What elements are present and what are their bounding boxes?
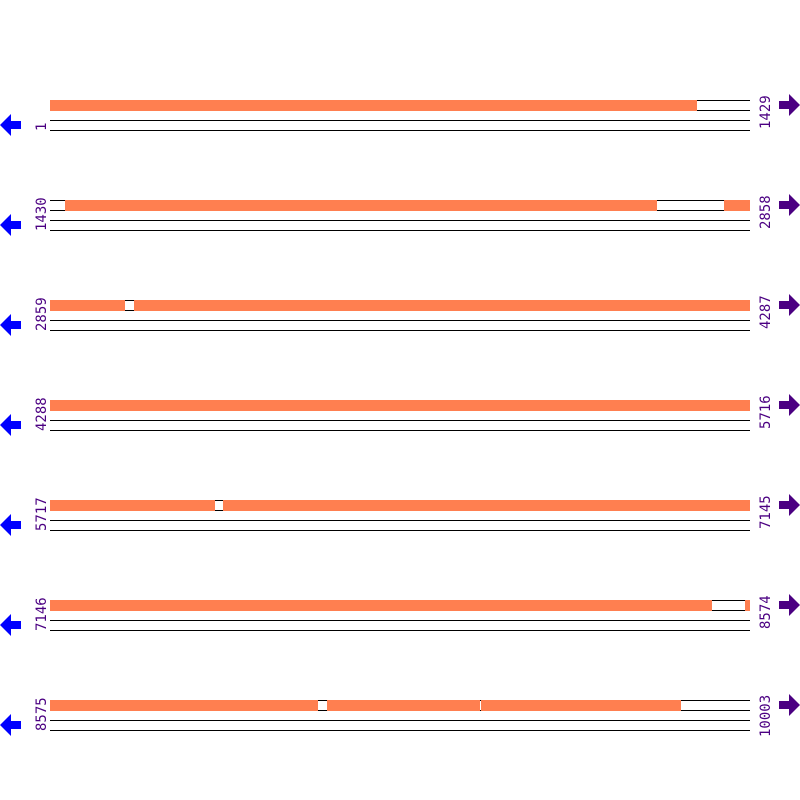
track-line bbox=[50, 130, 750, 131]
arrow-right-icon[interactable] bbox=[779, 194, 800, 216]
row-end-label: 2858 bbox=[758, 195, 774, 229]
row-end-label: 1429 bbox=[758, 95, 774, 129]
arrow-left-icon[interactable] bbox=[0, 614, 22, 636]
row-end-label: 10003 bbox=[758, 695, 774, 738]
sequence-row: 2859 4287 bbox=[0, 295, 800, 340]
track-line bbox=[50, 430, 750, 431]
feature-segment[interactable] bbox=[50, 500, 215, 511]
feature-segment[interactable] bbox=[50, 100, 698, 111]
arrow-left-icon[interactable] bbox=[0, 714, 22, 736]
sequence-row: 8575 10003 bbox=[0, 695, 800, 740]
track-line bbox=[50, 120, 750, 121]
arrow-right-icon[interactable] bbox=[779, 594, 800, 616]
feature-segment[interactable] bbox=[724, 200, 750, 211]
feature-segment[interactable] bbox=[222, 500, 750, 511]
row-end-label: 4287 bbox=[758, 295, 774, 329]
sequence-row: 7146 8574 bbox=[0, 595, 800, 640]
feature-segment[interactable] bbox=[65, 200, 658, 211]
track-line bbox=[50, 230, 750, 231]
feature-segment[interactable] bbox=[481, 700, 682, 711]
arrow-left-icon[interactable] bbox=[0, 114, 22, 136]
feature-segment[interactable] bbox=[745, 600, 750, 611]
track-line bbox=[50, 320, 750, 321]
track-line bbox=[50, 630, 750, 631]
arrow-left-icon[interactable] bbox=[0, 514, 22, 536]
arrow-left-icon[interactable] bbox=[0, 214, 22, 236]
track-line bbox=[50, 220, 750, 221]
sequence-row: 4288 5716 bbox=[0, 395, 800, 440]
sequence-row: 5717 7145 bbox=[0, 495, 800, 540]
track-line bbox=[50, 720, 750, 721]
feature-segment[interactable] bbox=[326, 700, 480, 711]
row-start-label: 8575 bbox=[34, 697, 50, 731]
track-line bbox=[50, 620, 750, 621]
track-line bbox=[50, 330, 750, 331]
row-end-label: 7145 bbox=[758, 495, 774, 529]
row-start-label: 1430 bbox=[34, 197, 50, 231]
sequence-row: 1430 2858 bbox=[0, 195, 800, 240]
row-start-label: 4288 bbox=[34, 397, 50, 431]
arrow-left-icon[interactable] bbox=[0, 314, 22, 336]
track-line bbox=[50, 530, 750, 531]
row-start-label: 1 bbox=[34, 122, 50, 131]
arrow-right-icon[interactable] bbox=[779, 694, 800, 716]
track-line bbox=[50, 420, 750, 421]
feature-segment[interactable] bbox=[50, 400, 750, 411]
track-line bbox=[50, 520, 750, 521]
feature-segment[interactable] bbox=[133, 300, 750, 311]
sequence-row: 1 1429 bbox=[0, 95, 800, 140]
row-start-label: 5717 bbox=[34, 497, 50, 531]
row-start-label: 7146 bbox=[34, 597, 50, 631]
arrow-left-icon[interactable] bbox=[0, 414, 22, 436]
feature-segment[interactable] bbox=[50, 700, 319, 711]
row-end-label: 8574 bbox=[758, 595, 774, 629]
row-end-label: 5716 bbox=[758, 395, 774, 429]
feature-segment[interactable] bbox=[50, 300, 126, 311]
feature-segment[interactable] bbox=[50, 600, 713, 611]
arrow-right-icon[interactable] bbox=[779, 394, 800, 416]
arrow-right-icon[interactable] bbox=[779, 294, 800, 316]
track-line bbox=[50, 730, 750, 731]
arrow-right-icon[interactable] bbox=[779, 94, 800, 116]
arrow-right-icon[interactable] bbox=[779, 494, 800, 516]
row-start-label: 2859 bbox=[34, 297, 50, 331]
